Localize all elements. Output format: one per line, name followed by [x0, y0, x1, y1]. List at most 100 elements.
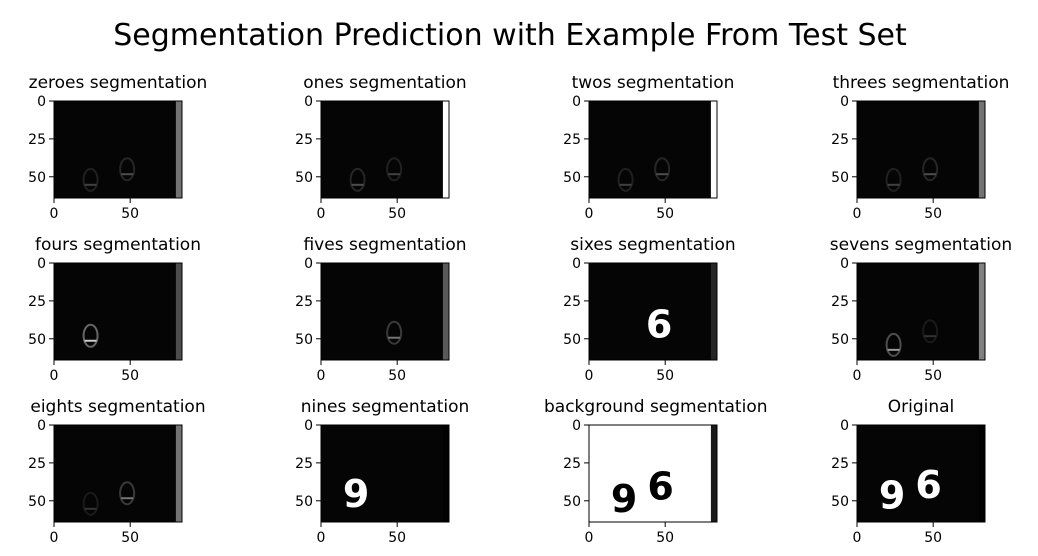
side-band — [175, 425, 182, 522]
y-tick-label: 0 — [37, 94, 46, 110]
x-tick-label: 50 — [924, 530, 942, 546]
y-tick-label: 50 — [28, 494, 46, 510]
panel-plot: 0 25 50 0 50 — [295, 94, 450, 222]
figure-title: Segmentation Prediction with Example Fro… — [113, 18, 907, 53]
axes-frame — [320, 100, 450, 199]
x-tick-label: 0 — [853, 206, 862, 222]
y-tick-label: 25 — [28, 132, 46, 148]
highlight-mark — [388, 173, 401, 176]
y-tick-label: 25 — [295, 132, 313, 148]
axes-frame — [588, 262, 718, 361]
y-tick-label: 25 — [563, 132, 581, 148]
x-tick-label: 50 — [924, 368, 942, 384]
y-tick-label: 25 — [295, 294, 313, 310]
image-background — [321, 101, 449, 198]
highlight-mark — [84, 183, 97, 186]
x-tick-label: 0 — [317, 368, 326, 384]
y-tick-label: 25 — [295, 456, 313, 472]
image-background — [54, 263, 182, 360]
image-background — [54, 425, 182, 522]
panel-4: fours segmentation 0 25 50 0 50 — [9, 235, 227, 384]
faint-blob — [885, 167, 902, 192]
panel-title: twos segmentation — [571, 73, 735, 93]
panel-0: zeroes segmentation 0 25 50 0 50 — [9, 73, 227, 222]
x-tick-label: 0 — [585, 368, 594, 384]
y-tick-label: 25 — [831, 456, 849, 472]
faint-blob — [386, 157, 403, 182]
panel-plot: 9 6 0 25 50 0 50 — [831, 418, 986, 546]
y-tick-label: 0 — [304, 418, 313, 434]
digit-mark: 9 — [343, 472, 369, 516]
faint-blob — [82, 167, 99, 192]
x-tick-label: 0 — [317, 206, 326, 222]
y-tick-label: 50 — [295, 494, 313, 510]
panel-title: nines segmentation — [300, 397, 470, 417]
faint-blob — [119, 481, 136, 506]
panel-plot: 6 0 25 50 0 50 — [563, 256, 718, 384]
faint-blob — [82, 323, 99, 348]
highlight-mark — [656, 173, 669, 176]
panel-plot: 0 25 50 0 50 — [831, 256, 986, 384]
panel-plot: 0 25 50 0 50 — [831, 94, 986, 222]
image-background — [54, 101, 182, 198]
panel-title: fives segmentation — [303, 235, 467, 255]
x-tick-label: 0 — [317, 530, 326, 546]
panel-title: background segmentation — [544, 397, 768, 417]
digit-mark: 6 — [647, 465, 673, 509]
x-tick-label: 0 — [50, 530, 59, 546]
highlight-mark — [351, 183, 364, 186]
faint-blob — [922, 157, 939, 182]
highlight-mark — [924, 335, 937, 338]
panel-plot: 0 25 50 0 50 — [28, 418, 183, 546]
x-tick-label: 50 — [388, 368, 406, 384]
y-tick-label: 0 — [304, 94, 313, 110]
x-tick-label: 50 — [121, 530, 139, 546]
y-tick-label: 0 — [572, 256, 581, 272]
faint-blob — [654, 157, 671, 182]
panel-2: twos segmentation 0 25 50 0 50 — [544, 73, 762, 222]
y-tick-label: 0 — [37, 256, 46, 272]
y-tick-label: 25 — [28, 294, 46, 310]
side-band — [175, 263, 182, 360]
y-tick-label: 50 — [831, 170, 849, 186]
y-tick-label: 50 — [831, 494, 849, 510]
digit-mark: 9 — [879, 474, 905, 518]
panel-title: Original — [887, 397, 955, 417]
x-tick-label: 50 — [121, 206, 139, 222]
panel-plot: 0 25 50 0 50 — [563, 94, 718, 222]
highlight-mark — [84, 339, 97, 342]
panel-7: sevens segmentation 0 25 50 0 50 — [812, 235, 1030, 384]
panel-plot: 0 25 50 0 50 — [28, 94, 183, 222]
x-tick-label: 50 — [656, 530, 674, 546]
highlight-mark — [887, 348, 900, 351]
panel-title: zeroes segmentation — [28, 73, 208, 93]
y-tick-label: 50 — [563, 170, 581, 186]
y-tick-label: 25 — [831, 294, 849, 310]
axes-frame — [588, 424, 718, 523]
axes-frame — [53, 262, 183, 361]
image-background — [589, 263, 717, 360]
panel-title: sevens segmentation — [829, 235, 1013, 255]
x-tick-label: 50 — [656, 368, 674, 384]
x-tick-label: 50 — [388, 206, 406, 222]
image-background — [857, 101, 985, 198]
panel-8: eights segmentation 0 25 50 0 50 — [9, 397, 227, 546]
faint-blob — [349, 167, 366, 192]
faint-blob — [617, 167, 634, 192]
image-background — [589, 425, 717, 522]
image-background — [589, 101, 717, 198]
side-band — [175, 101, 182, 198]
axes-frame — [53, 424, 183, 523]
y-tick-label: 50 — [563, 494, 581, 510]
x-tick-label: 0 — [50, 206, 59, 222]
side-band — [442, 263, 449, 360]
y-tick-label: 25 — [28, 456, 46, 472]
axes-frame — [856, 100, 986, 199]
x-tick-label: 50 — [388, 530, 406, 546]
y-tick-label: 0 — [840, 94, 849, 110]
highlight-mark — [84, 507, 97, 510]
image-background — [857, 263, 985, 360]
x-tick-label: 50 — [656, 206, 674, 222]
panel-plot: 0 25 50 0 50 — [28, 256, 183, 384]
x-tick-label: 0 — [853, 530, 862, 546]
